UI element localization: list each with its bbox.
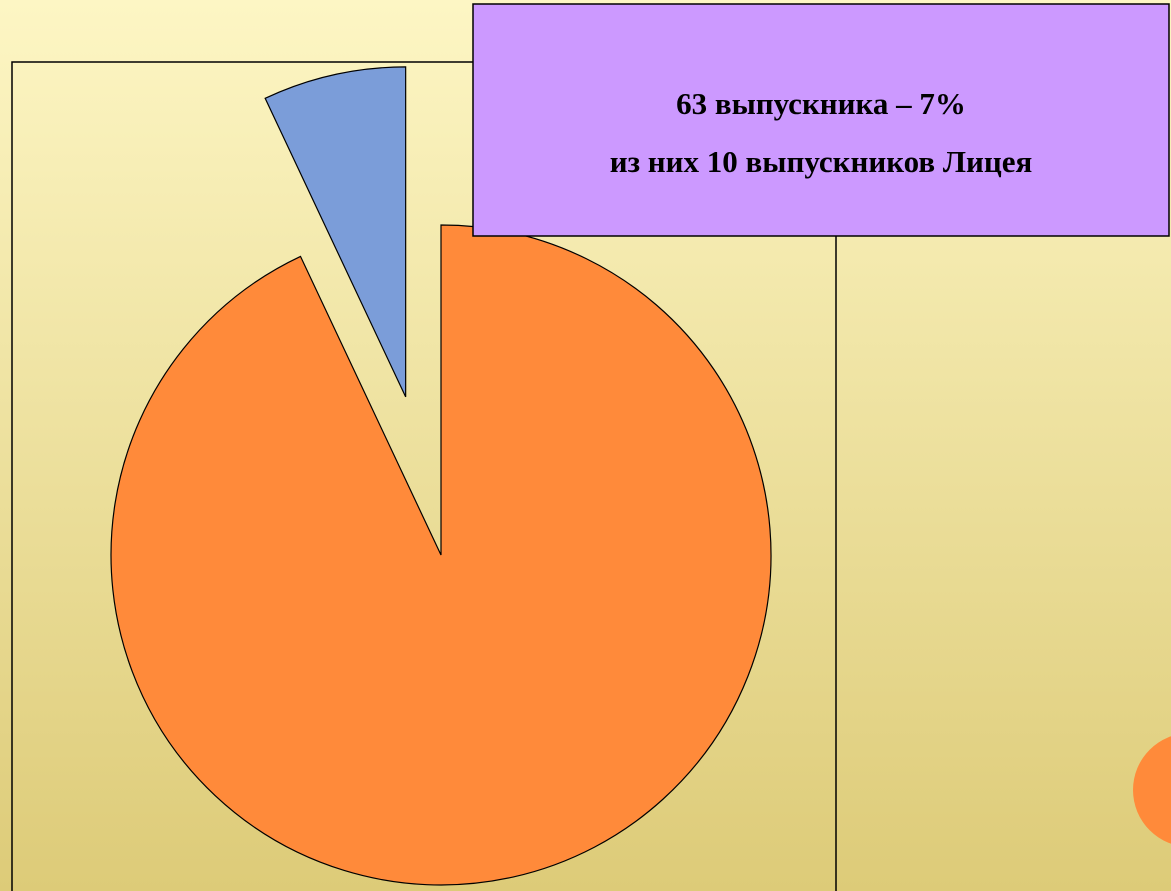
chart-frame bbox=[11, 61, 837, 891]
pie-slice bbox=[110, 224, 772, 886]
pie-slice bbox=[264, 66, 407, 398]
pie bbox=[110, 66, 772, 886]
annotation-line: 63 выпускника – 7% bbox=[676, 86, 966, 121]
decor-circle bbox=[1133, 736, 1171, 844]
annotation-box bbox=[472, 3, 1170, 237]
annotation-line: из них 10 выпускников Лицея bbox=[610, 144, 1033, 179]
